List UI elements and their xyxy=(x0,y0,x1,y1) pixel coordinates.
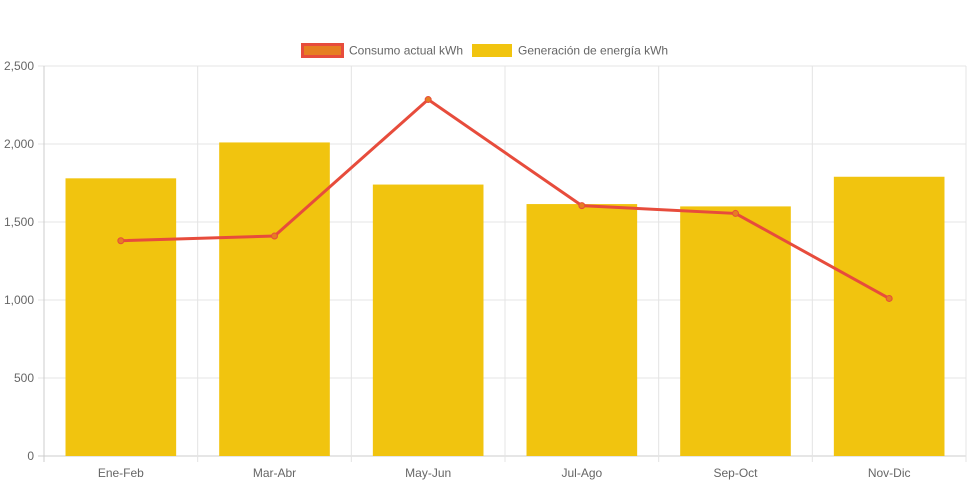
y-tick-label: 500 xyxy=(14,371,34,385)
line-point xyxy=(578,202,586,210)
legend-item-generacion[interactable]: Generación de energía kWh xyxy=(472,44,668,58)
x-tick-label: Jul-Ago xyxy=(561,466,602,480)
y-tick-label: 2,000 xyxy=(4,137,34,151)
legend-swatch xyxy=(301,43,344,58)
legend[interactable]: Consumo actual kWh Generación de energía … xyxy=(301,43,669,58)
line-point xyxy=(117,237,125,245)
bars xyxy=(65,142,945,456)
y-tick-label: 2,500 xyxy=(4,59,34,73)
line-point xyxy=(885,294,893,302)
x-tick-label: May-Jun xyxy=(405,466,451,480)
legend-label: Generación de energía kWh xyxy=(518,44,668,58)
axes: 0 500 1,000 1,500 2,000 2,500 Ene-Feb Mar-Abr Ma… xyxy=(4,59,911,480)
bar xyxy=(680,206,791,456)
legend-label: Consumo actual kWh xyxy=(349,44,463,58)
x-tick-label: Mar-Abr xyxy=(253,466,296,480)
x-tick-label: Sep-Oct xyxy=(713,466,758,480)
grid xyxy=(38,65,967,462)
y-tick-label: 1,000 xyxy=(4,293,34,307)
line-point xyxy=(732,209,739,217)
line-point xyxy=(424,96,432,104)
bar xyxy=(526,204,638,456)
line-series xyxy=(117,96,893,302)
x-tick-label: Ene-Feb xyxy=(98,466,144,480)
bar xyxy=(372,184,484,456)
x-tick-label: Nov-Dic xyxy=(868,466,911,480)
bar xyxy=(219,142,330,456)
line-point xyxy=(271,232,278,240)
y-tick-label: 1,500 xyxy=(4,215,34,229)
bar xyxy=(833,176,945,456)
legend-swatch xyxy=(472,44,512,57)
legend-item-consumo[interactable]: Consumo actual kWh xyxy=(301,43,464,58)
series-line xyxy=(120,97,890,300)
bar xyxy=(65,178,177,456)
y-tick-label: 0 xyxy=(27,449,34,463)
